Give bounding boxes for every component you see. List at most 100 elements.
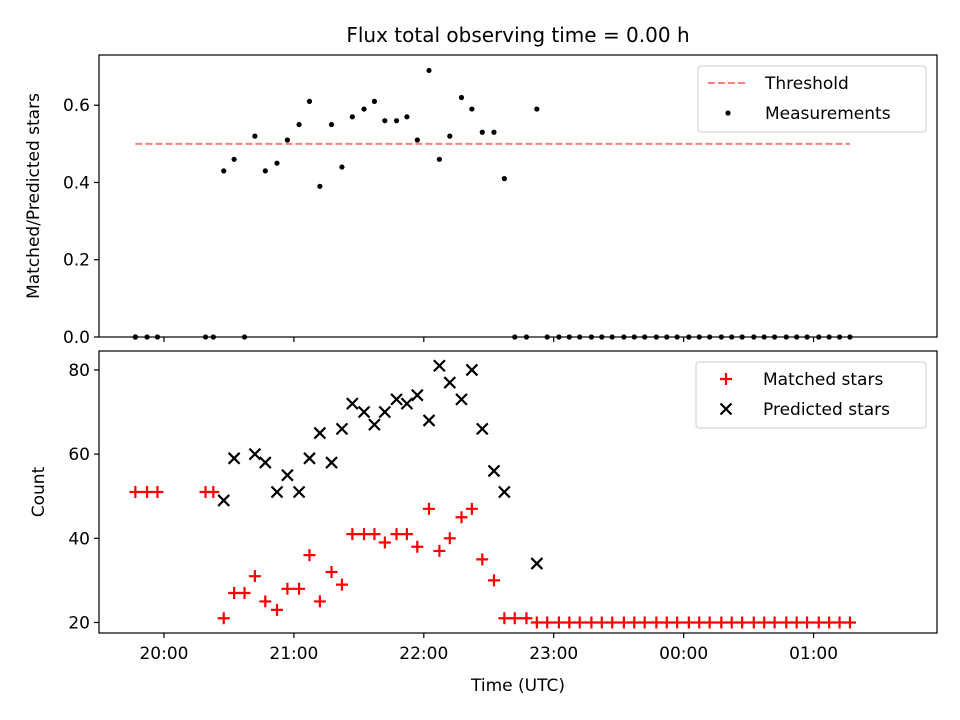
data-point [606, 616, 619, 629]
plot-frame [98, 54, 938, 338]
data-point [455, 393, 468, 406]
series-predicted-stars [217, 359, 544, 570]
x-tick-label: 22:00 [399, 644, 448, 664]
data-point [296, 121, 302, 128]
data-point [284, 137, 290, 143]
data-point [313, 595, 326, 608]
data-point [390, 393, 403, 406]
data-point [346, 528, 359, 541]
data-point [790, 616, 803, 629]
legend-box [695, 361, 927, 429]
data-point [498, 485, 511, 499]
data-point [227, 452, 241, 465]
y-tick-label: 60 [68, 445, 90, 465]
data-point [747, 616, 760, 629]
x-axis-label: Time (UTC) [470, 676, 565, 696]
data-point [411, 388, 424, 402]
legend-box [697, 65, 927, 133]
plot-frame [98, 350, 938, 634]
data-point [252, 133, 258, 139]
legend-label: Predicted stars [763, 400, 890, 420]
data-point [317, 183, 323, 189]
legend-swatch [720, 373, 732, 385]
data-point [426, 67, 432, 74]
data-point [207, 486, 220, 498]
legend-label: Threshold [764, 74, 849, 94]
data-point [487, 574, 500, 587]
legend-swatch [719, 402, 733, 416]
data-point [313, 426, 327, 440]
data-point [638, 616, 651, 629]
data-point [292, 485, 306, 499]
data-point [443, 532, 456, 545]
data-point [328, 121, 335, 128]
data-point [228, 587, 241, 600]
data-point [443, 376, 457, 389]
data-point [231, 156, 237, 162]
data-point [541, 616, 554, 629]
data-point [404, 114, 410, 120]
data-point [259, 456, 272, 469]
x-tick-label: 21:00 [269, 644, 318, 664]
x-tick-label: 23:00 [529, 644, 578, 664]
data-point [758, 616, 771, 629]
data-point [660, 616, 673, 629]
data-point [650, 616, 663, 629]
data-point [368, 528, 381, 541]
data-point [736, 616, 749, 629]
x-tick-label: 01:00 [789, 644, 838, 664]
data-point [715, 616, 728, 629]
data-point [801, 616, 814, 629]
data-point [270, 485, 284, 499]
data-point [693, 616, 706, 629]
data-point [325, 456, 338, 469]
data-point [436, 156, 442, 162]
data-point [346, 397, 359, 410]
data-point [358, 528, 371, 541]
data-point [281, 468, 294, 482]
y-tick-label: 0.4 [63, 173, 90, 193]
chart-title: Flux total observing time = 0.00 h [346, 23, 689, 47]
data-point [823, 616, 836, 629]
y-axis-label: Matched/Predicted stars [24, 93, 44, 299]
data-point [501, 176, 507, 182]
data-point [682, 616, 695, 629]
data-point [270, 603, 283, 616]
data-point [378, 536, 391, 549]
y-tick-label: 80 [68, 361, 90, 381]
legend-label: Matched stars [763, 370, 883, 390]
data-point [475, 422, 489, 436]
legend-label: Measurements [765, 104, 891, 124]
y-tick-label: 0.2 [63, 251, 90, 271]
data-point [141, 486, 154, 498]
data-point [349, 114, 355, 120]
y-tick-label: 0.0 [63, 328, 90, 348]
data-point [129, 486, 142, 498]
data-point [238, 587, 251, 600]
data-point [476, 553, 489, 566]
y-tick-label: 0.6 [63, 96, 90, 116]
data-point [585, 616, 598, 629]
legend: Matched stars Predicted stars [695, 361, 927, 429]
data-point [703, 616, 716, 629]
data-point [469, 106, 475, 112]
data-point [303, 452, 316, 465]
data-point [812, 616, 825, 629]
data-point [217, 494, 231, 507]
data-point [335, 422, 349, 436]
data-point [382, 118, 388, 124]
y-tick-label: 40 [68, 529, 90, 549]
data-point [465, 502, 478, 515]
data-point [400, 528, 413, 541]
data-point [357, 405, 371, 419]
x-tick-label: 20:00 [139, 644, 188, 664]
data-point [378, 405, 392, 419]
data-point [768, 616, 781, 629]
data-point [262, 168, 268, 174]
data-point [151, 486, 164, 498]
data-point [508, 612, 521, 625]
data-point [293, 582, 306, 595]
data-point [780, 616, 793, 629]
data-point [281, 582, 294, 595]
